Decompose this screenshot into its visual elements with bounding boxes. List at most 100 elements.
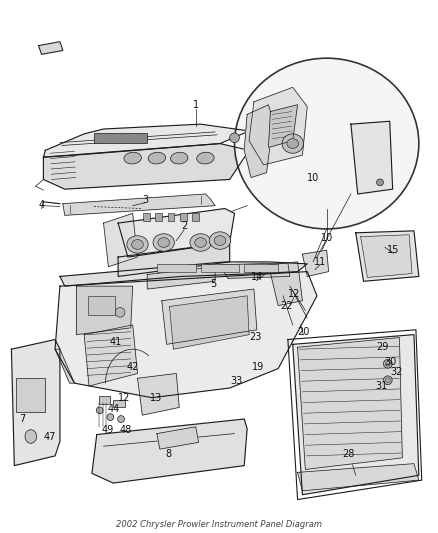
Polygon shape: [297, 464, 419, 491]
Text: 49: 49: [101, 425, 113, 435]
Polygon shape: [293, 335, 419, 495]
Polygon shape: [360, 235, 412, 277]
Ellipse shape: [148, 152, 166, 164]
Bar: [99, 396, 110, 403]
Text: 15: 15: [388, 245, 400, 255]
Bar: [192, 213, 198, 221]
Polygon shape: [138, 374, 179, 415]
Ellipse shape: [234, 58, 419, 229]
Text: 48: 48: [120, 425, 132, 435]
Bar: [155, 213, 162, 221]
Bar: [180, 213, 187, 221]
Bar: [16, 378, 46, 412]
Ellipse shape: [107, 414, 114, 421]
Polygon shape: [39, 42, 63, 54]
Polygon shape: [43, 143, 249, 189]
Text: 12: 12: [287, 289, 300, 299]
Polygon shape: [55, 272, 317, 398]
Polygon shape: [55, 349, 74, 383]
Text: 41: 41: [109, 337, 121, 348]
Polygon shape: [63, 194, 215, 215]
Text: 14: 14: [251, 272, 263, 282]
Ellipse shape: [377, 179, 383, 186]
Polygon shape: [220, 263, 290, 278]
Polygon shape: [60, 262, 307, 286]
Bar: [88, 296, 115, 315]
Ellipse shape: [209, 232, 231, 249]
Text: 2002 Chrysler Prowler Instrument Panel Diagram: 2002 Chrysler Prowler Instrument Panel D…: [116, 520, 322, 529]
Polygon shape: [43, 124, 249, 157]
Text: 1: 1: [193, 100, 199, 110]
Text: 19: 19: [252, 362, 264, 372]
Polygon shape: [170, 296, 249, 349]
Text: 10: 10: [321, 232, 333, 243]
Text: 7: 7: [19, 414, 25, 424]
Text: 20: 20: [297, 327, 310, 337]
Polygon shape: [302, 251, 328, 277]
Polygon shape: [84, 325, 138, 386]
Bar: [94, 133, 147, 143]
Text: 5: 5: [210, 279, 216, 289]
Polygon shape: [147, 266, 215, 289]
Text: 44: 44: [107, 405, 120, 414]
Ellipse shape: [214, 236, 226, 245]
Polygon shape: [11, 340, 60, 466]
Polygon shape: [244, 105, 273, 177]
Polygon shape: [118, 208, 234, 257]
Polygon shape: [268, 105, 297, 148]
Bar: [143, 213, 150, 221]
Text: 23: 23: [250, 332, 262, 342]
Bar: [113, 400, 125, 407]
Text: 29: 29: [377, 342, 389, 352]
Bar: [244, 264, 278, 272]
Ellipse shape: [132, 240, 143, 249]
Text: 31: 31: [375, 381, 387, 391]
Ellipse shape: [127, 236, 148, 253]
Polygon shape: [356, 231, 419, 281]
Text: 22: 22: [281, 301, 293, 311]
Text: 30: 30: [385, 357, 397, 367]
Polygon shape: [157, 427, 198, 449]
Text: 12: 12: [118, 393, 130, 403]
Text: 33: 33: [230, 376, 243, 386]
Ellipse shape: [385, 378, 390, 383]
Text: 4: 4: [39, 200, 45, 209]
Ellipse shape: [124, 152, 141, 164]
Ellipse shape: [195, 238, 206, 247]
Ellipse shape: [118, 416, 124, 423]
Text: 8: 8: [166, 449, 172, 459]
Ellipse shape: [197, 152, 214, 164]
Polygon shape: [118, 243, 230, 277]
Text: 2: 2: [181, 221, 187, 231]
Ellipse shape: [115, 308, 125, 317]
Bar: [168, 213, 174, 221]
Ellipse shape: [96, 407, 103, 414]
Text: 32: 32: [390, 367, 403, 376]
Ellipse shape: [25, 430, 37, 443]
Polygon shape: [351, 121, 392, 194]
Ellipse shape: [230, 133, 240, 143]
Text: 42: 42: [127, 362, 139, 372]
Ellipse shape: [282, 134, 304, 154]
Text: 13: 13: [150, 393, 162, 403]
Text: 10: 10: [307, 173, 319, 182]
Ellipse shape: [385, 361, 390, 366]
Ellipse shape: [170, 152, 188, 164]
Ellipse shape: [383, 359, 392, 368]
Bar: [201, 264, 240, 272]
Polygon shape: [249, 87, 307, 165]
Polygon shape: [76, 286, 133, 335]
Text: 28: 28: [342, 449, 354, 459]
Ellipse shape: [158, 238, 170, 247]
Text: 11: 11: [314, 257, 326, 267]
Text: 3: 3: [142, 195, 148, 205]
Bar: [157, 264, 196, 272]
Ellipse shape: [153, 234, 174, 251]
Ellipse shape: [287, 139, 299, 148]
Ellipse shape: [190, 234, 211, 251]
Polygon shape: [103, 213, 138, 266]
Polygon shape: [268, 262, 302, 305]
Polygon shape: [92, 419, 247, 483]
Text: 47: 47: [44, 432, 57, 441]
Polygon shape: [297, 337, 403, 470]
